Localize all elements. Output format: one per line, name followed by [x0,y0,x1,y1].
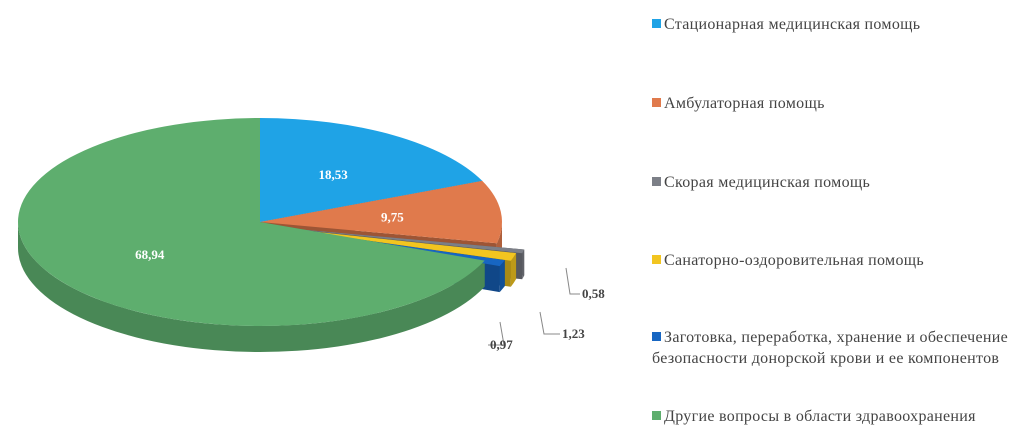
legend-item: Другие вопросы в области здравоохранения [652,406,1012,427]
slice [260,118,483,222]
leader-line [488,321,505,346]
data-label: 18,53 [319,167,349,182]
legend-label: Амбулаторная помощь [664,95,825,112]
legend-swatch [652,332,661,341]
legend-label: Стационарная медицинская помощь [664,16,921,33]
legend-label: Скорая медицинская помощь [664,174,871,191]
slice-side [18,222,485,352]
data-label: 68,94 [135,247,165,262]
slice-side [522,249,525,280]
leader-line [539,311,560,335]
legend-swatch [652,411,661,420]
legend-item: Заготовка, переработка, хранение и обесп… [652,327,1012,369]
data-label: 0,58 [582,286,605,301]
slice [260,180,502,244]
legend-label: Другие вопросы в области здравоохранения [664,408,976,425]
legend-item: Амбулаторная помощь [652,93,1012,114]
legend-swatch [652,98,661,107]
slice [17,118,485,327]
legend-label: Санаторно-оздоровительная помощь [664,252,924,269]
slice-side [510,253,517,287]
legend-swatch [652,255,661,264]
data-label: 9,75 [381,209,404,224]
legend-item: Скорая медицинская помощь [652,172,1012,193]
legend-swatch [652,177,661,186]
data-label: 0,97 [490,337,513,352]
legend-item: Стационарная медицинская помощь [652,14,1012,35]
slice [287,228,525,254]
data-label: 1,23 [562,326,585,341]
legend-label: Заготовка, переработка, хранение и обесп… [652,329,1008,367]
leader-line [565,267,580,295]
slice-side [499,260,505,293]
legend-swatch [652,19,661,28]
legend-item: Санаторно-оздоровительная помощь [652,250,1012,271]
